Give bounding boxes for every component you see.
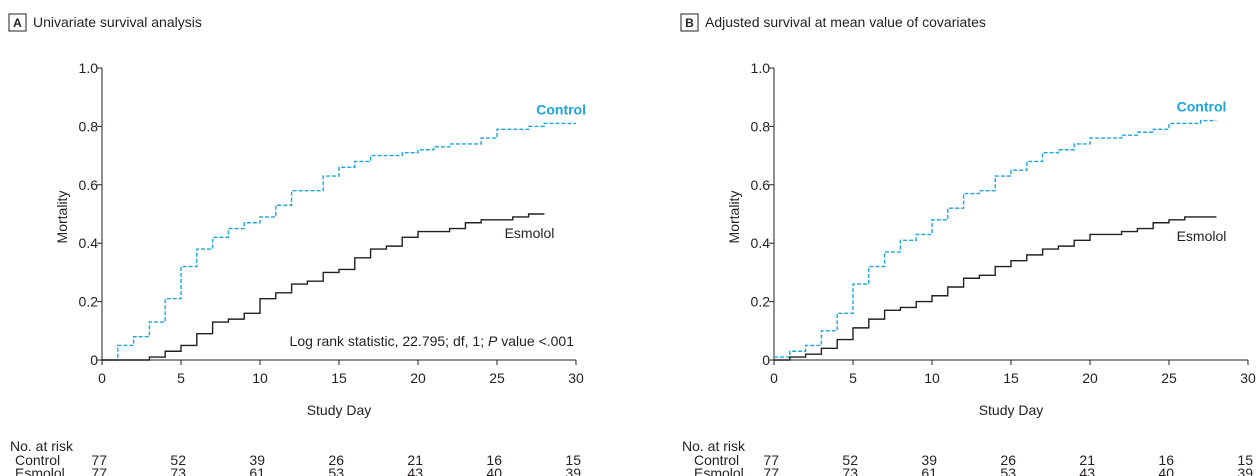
x-tick-label: 30 bbox=[1240, 370, 1256, 386]
at-risk-cell: 77 bbox=[763, 465, 779, 476]
x-axis-label: Study Day bbox=[307, 402, 372, 418]
at-risk-cell: 39 bbox=[921, 452, 937, 468]
at-risk-cell: 15 bbox=[1237, 452, 1253, 468]
x-tick-label: 25 bbox=[1161, 370, 1177, 386]
at-risk-row-name: Control bbox=[15, 452, 60, 468]
y-axis-label: Mortality bbox=[54, 191, 70, 244]
at-risk-cell: 73 bbox=[170, 465, 186, 476]
at-risk-cell: 43 bbox=[1079, 465, 1095, 476]
at-risk-cell: 77 bbox=[763, 452, 779, 468]
panel-b: B Adjusted survival at mean value of cova… bbox=[680, 13, 1256, 476]
x-axis-label: Study Day bbox=[979, 402, 1044, 418]
y-tick-label: 0.8 bbox=[79, 118, 99, 134]
at-risk-cell: 15 bbox=[565, 452, 581, 468]
at-risk-cell: 39 bbox=[565, 465, 581, 476]
at-risk-row-name: Esmolol bbox=[15, 465, 65, 476]
annotation-p: P bbox=[488, 333, 498, 349]
y-axis-label: Mortality bbox=[726, 191, 742, 244]
panel-a: A Univariate survival analysis 0 0.2 0.4 0.6 0… bbox=[8, 13, 586, 476]
at-risk-cell: 77 bbox=[91, 452, 107, 468]
x-tick-label: 15 bbox=[331, 370, 347, 386]
y-tick-label: 0.4 bbox=[751, 235, 771, 251]
at-risk-cell: 21 bbox=[1079, 452, 1095, 468]
x-tick-label: 0 bbox=[770, 370, 778, 386]
annotation-prefix: Log rank statistic, 22.795; df, 1; bbox=[290, 333, 488, 349]
panel-letter: B bbox=[685, 16, 694, 30]
log-rank-annotation: Log rank statistic, 22.795; df, 1; P val… bbox=[290, 333, 575, 349]
x-tick-label: 15 bbox=[1003, 370, 1019, 386]
x-tick-label: 5 bbox=[177, 370, 185, 386]
at-risk-cell: 26 bbox=[328, 452, 344, 468]
at-risk-cell: 61 bbox=[921, 465, 937, 476]
y-tick-label: 0 bbox=[90, 352, 98, 368]
y-tick-label: 0.4 bbox=[79, 235, 99, 251]
at-risk-cell: 53 bbox=[1000, 465, 1016, 476]
series-control-label: Control bbox=[536, 101, 586, 117]
at-risk-cell: 61 bbox=[249, 465, 265, 476]
at-risk-cell: 26 bbox=[1000, 452, 1016, 468]
at-risk-cell: 43 bbox=[407, 465, 423, 476]
at-risk-cell: 40 bbox=[1158, 465, 1174, 476]
x-tick-label: 5 bbox=[849, 370, 857, 386]
series-esmolol-line bbox=[774, 216, 1217, 361]
annotation-suffix: value <.001 bbox=[497, 333, 574, 349]
y-tick-label: 0.6 bbox=[79, 177, 99, 193]
y-tick-label: 0.6 bbox=[751, 177, 771, 193]
x-tick-label: 20 bbox=[410, 370, 426, 386]
at-risk-cell: 21 bbox=[407, 452, 423, 468]
y-tick-label: 1.0 bbox=[79, 60, 99, 76]
at-risk-cell: 39 bbox=[1237, 465, 1253, 476]
y-tick-label: 0 bbox=[762, 352, 770, 368]
y-tick-label: 0.2 bbox=[751, 294, 771, 310]
series-esmolol-line bbox=[102, 213, 545, 361]
at-risk-heading: No. at risk bbox=[682, 438, 746, 454]
at-risk-cell: 52 bbox=[842, 452, 858, 468]
at-risk-cell: 40 bbox=[486, 465, 502, 476]
series-esmolol-label: Esmolol bbox=[505, 225, 555, 241]
at-risk-cell: 53 bbox=[328, 465, 344, 476]
at-risk-cell: 39 bbox=[249, 452, 265, 468]
y-tick-label: 0.8 bbox=[751, 118, 771, 134]
x-tick-label: 0 bbox=[98, 370, 106, 386]
at-risk-cell: 73 bbox=[842, 465, 858, 476]
series-control-label: Control bbox=[1177, 99, 1227, 115]
panel-badge bbox=[8, 13, 27, 32]
at-risk-heading: No. at risk bbox=[10, 438, 74, 454]
x-tick-label: 25 bbox=[489, 370, 505, 386]
x-tick-label: 20 bbox=[1082, 370, 1098, 386]
panel-title: Adjusted survival at mean value of covar… bbox=[705, 14, 986, 30]
series-control-line bbox=[774, 119, 1217, 358]
at-risk-cell: 52 bbox=[170, 452, 186, 468]
x-tick-label: 10 bbox=[924, 370, 940, 386]
y-tick-label: 1.0 bbox=[751, 60, 771, 76]
series-control-line bbox=[102, 122, 576, 361]
at-risk-row-name: Esmolol bbox=[694, 465, 744, 476]
x-tick-label: 10 bbox=[252, 370, 268, 386]
at-risk-cell: 16 bbox=[486, 452, 502, 468]
x-tick-label: 30 bbox=[568, 370, 584, 386]
at-risk-row-name: Control bbox=[694, 452, 739, 468]
series-esmolol-label: Esmolol bbox=[1177, 228, 1227, 244]
panel-title: Univariate survival analysis bbox=[33, 14, 202, 30]
panel-letter: A bbox=[13, 16, 22, 30]
at-risk-cell: 16 bbox=[1158, 452, 1174, 468]
at-risk-cell: 77 bbox=[91, 465, 107, 476]
panel-badge bbox=[680, 13, 699, 32]
y-tick-label: 0.2 bbox=[79, 294, 99, 310]
